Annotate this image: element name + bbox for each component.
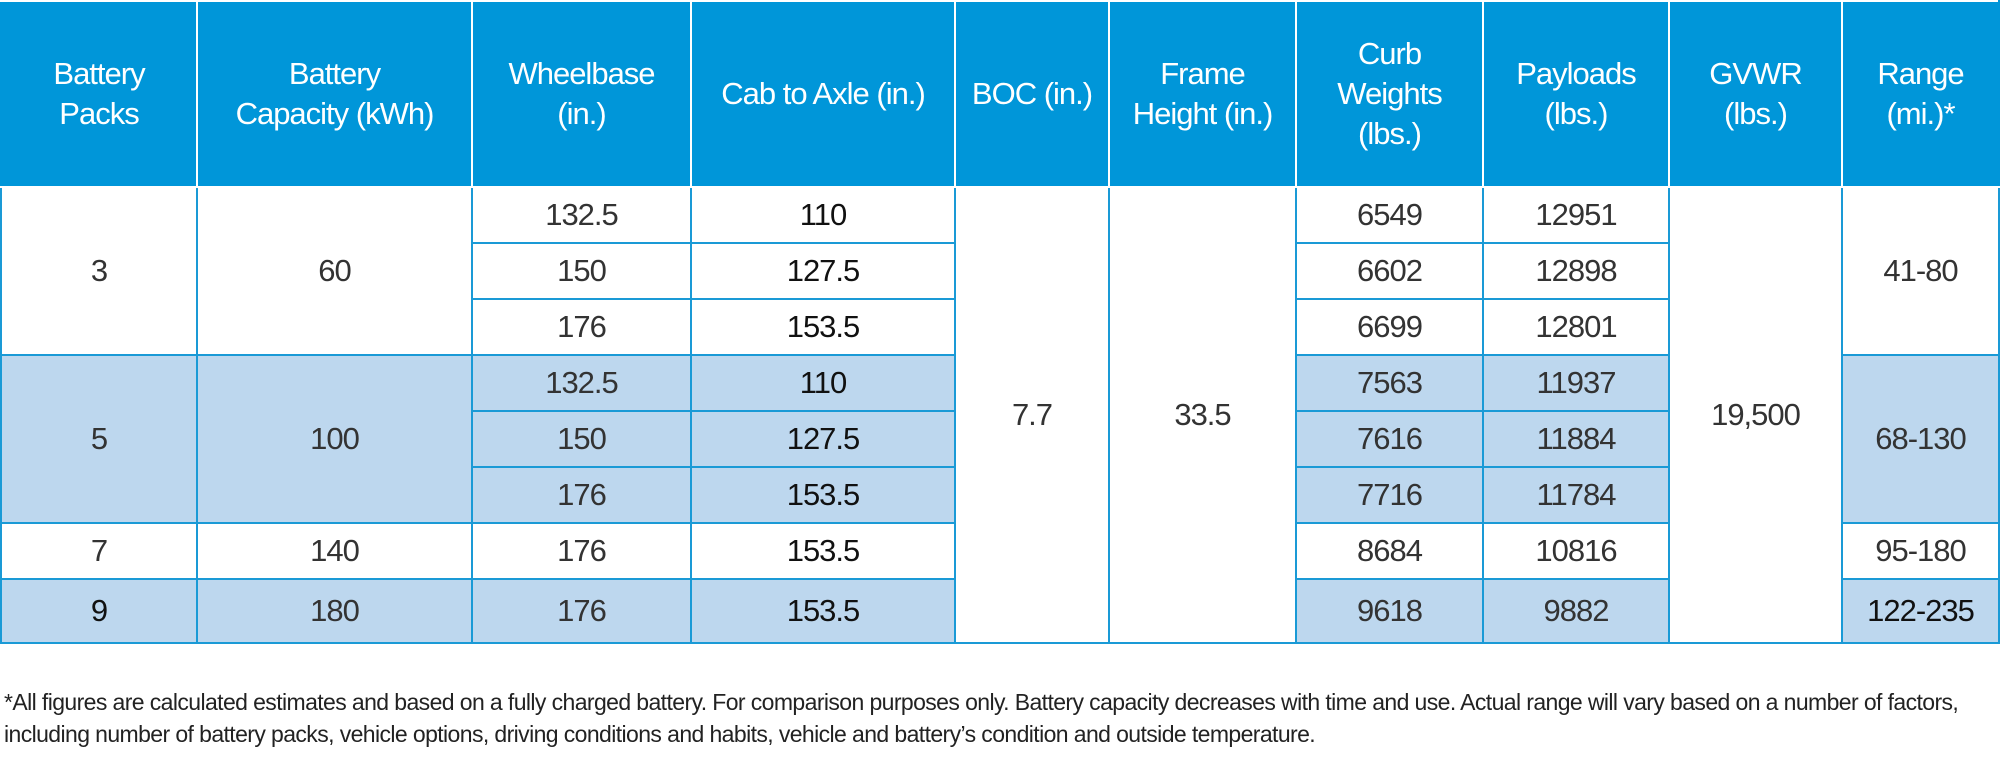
battery-capacity-cell: 60 (196, 186, 473, 356)
payload-cell: 10816 (1482, 522, 1670, 580)
curb-weight-cell: 8684 (1295, 522, 1484, 580)
battery-packs-cell: 5 (0, 354, 198, 524)
boc-cell: 7.7 (954, 186, 1110, 644)
wheelbase-cell: 176 (471, 466, 692, 524)
header-range: Range (mi.)* (1841, 0, 2000, 188)
header-curb-weights: Curb Weights (lbs.) (1295, 0, 1484, 188)
payload-cell: 12898 (1482, 242, 1670, 300)
battery-capacity-cell: 180 (196, 578, 473, 644)
curb-weight-cell: 7616 (1295, 410, 1484, 468)
table-row: 9 180 176 153.5 9618 9882 122-235 (0, 578, 2000, 644)
battery-capacity-cell: 140 (196, 522, 473, 580)
frame-height-cell: 33.5 (1108, 186, 1297, 644)
curb-weight-cell: 6699 (1295, 298, 1484, 356)
payload-cell: 11937 (1482, 354, 1670, 412)
wheelbase-cell: 132.5 (471, 186, 692, 244)
header-frame-height: Frame Height (in.) (1108, 0, 1297, 188)
range-cell: 41-80 (1841, 186, 2000, 356)
battery-packs-cell: 9 (0, 578, 198, 644)
header-battery-packs: Battery Packs (0, 0, 198, 188)
header-wheelbase: Wheelbase (in.) (471, 0, 692, 188)
wheelbase-cell: 150 (471, 410, 692, 468)
wheelbase-cell: 176 (471, 298, 692, 356)
cab-to-axle-cell: 127.5 (690, 242, 956, 300)
wheelbase-cell: 132.5 (471, 354, 692, 412)
header-boc: BOC (in.) (954, 0, 1110, 188)
header-gvwr: GVWR (lbs.) (1668, 0, 1843, 188)
payload-cell: 11784 (1482, 466, 1670, 524)
header-battery-capacity: Battery Capacity (kWh) (196, 0, 473, 188)
cab-to-axle-cell: 153.5 (690, 522, 956, 580)
table-row: 150 127.5 6602 12898 (1, 242, 1999, 300)
table-row: 7 140 176 153.5 8684 10816 95-180 (0, 522, 2000, 580)
cab-to-axle-cell: 127.5 (690, 410, 956, 468)
header-payloads: Payloads (lbs.) (1482, 0, 1670, 188)
header-cab-to-axle: Cab to Axle (in.) (690, 0, 956, 188)
curb-weight-cell: 6549 (1295, 186, 1484, 244)
wheelbase-cell: 176 (471, 522, 692, 580)
cab-to-axle-cell: 110 (690, 186, 956, 244)
battery-packs-cell: 7 (0, 522, 198, 580)
gvwr-cell: 19,500 (1668, 186, 1843, 644)
range-cell: 122-235 (1841, 578, 2000, 644)
battery-capacity-cell: 100 (196, 354, 473, 524)
cab-to-axle-cell: 110 (690, 354, 956, 412)
range-cell: 68-130 (1841, 354, 2000, 524)
table-row: 5 100 132.5 110 7563 11937 68-130 (0, 354, 2000, 524)
cab-to-axle-cell: 153.5 (690, 578, 956, 644)
table-row: 176 153.5 7716 11784 (1, 466, 1999, 524)
payload-cell: 12801 (1482, 298, 1670, 356)
table-row: 150 127.5 7616 11884 (1, 410, 1999, 468)
payload-cell: 11884 (1482, 410, 1670, 468)
range-cell: 95-180 (1841, 522, 2000, 580)
wheelbase-cell: 176 (471, 578, 692, 644)
curb-weight-cell: 7563 (1295, 354, 1484, 412)
battery-packs-cell: 3 (0, 186, 198, 356)
spec-table: Battery Packs Battery Capacity (kWh) Wheel… (0, 0, 2000, 644)
header-row: Battery Packs Battery Capacity (kWh) Wheel… (0, 0, 2000, 188)
cab-to-axle-cell: 153.5 (690, 298, 956, 356)
curb-weight-cell: 6602 (1295, 242, 1484, 300)
footnote: *All figures are calculated estimates an… (4, 689, 1959, 747)
payload-cell: 9882 (1482, 578, 1670, 644)
table-row: 176 153.5 6699 12801 (1, 298, 1999, 356)
cab-to-axle-cell: 153.5 (690, 466, 956, 524)
curb-weight-cell: 7716 (1295, 466, 1484, 524)
curb-weight-cell: 9618 (1295, 578, 1484, 644)
wheelbase-cell: 150 (471, 242, 692, 300)
payload-cell: 12951 (1482, 186, 1670, 244)
table-row: 3 60 132.5 110 7.7 33.5 6549 12951 19,50… (0, 186, 2000, 644)
